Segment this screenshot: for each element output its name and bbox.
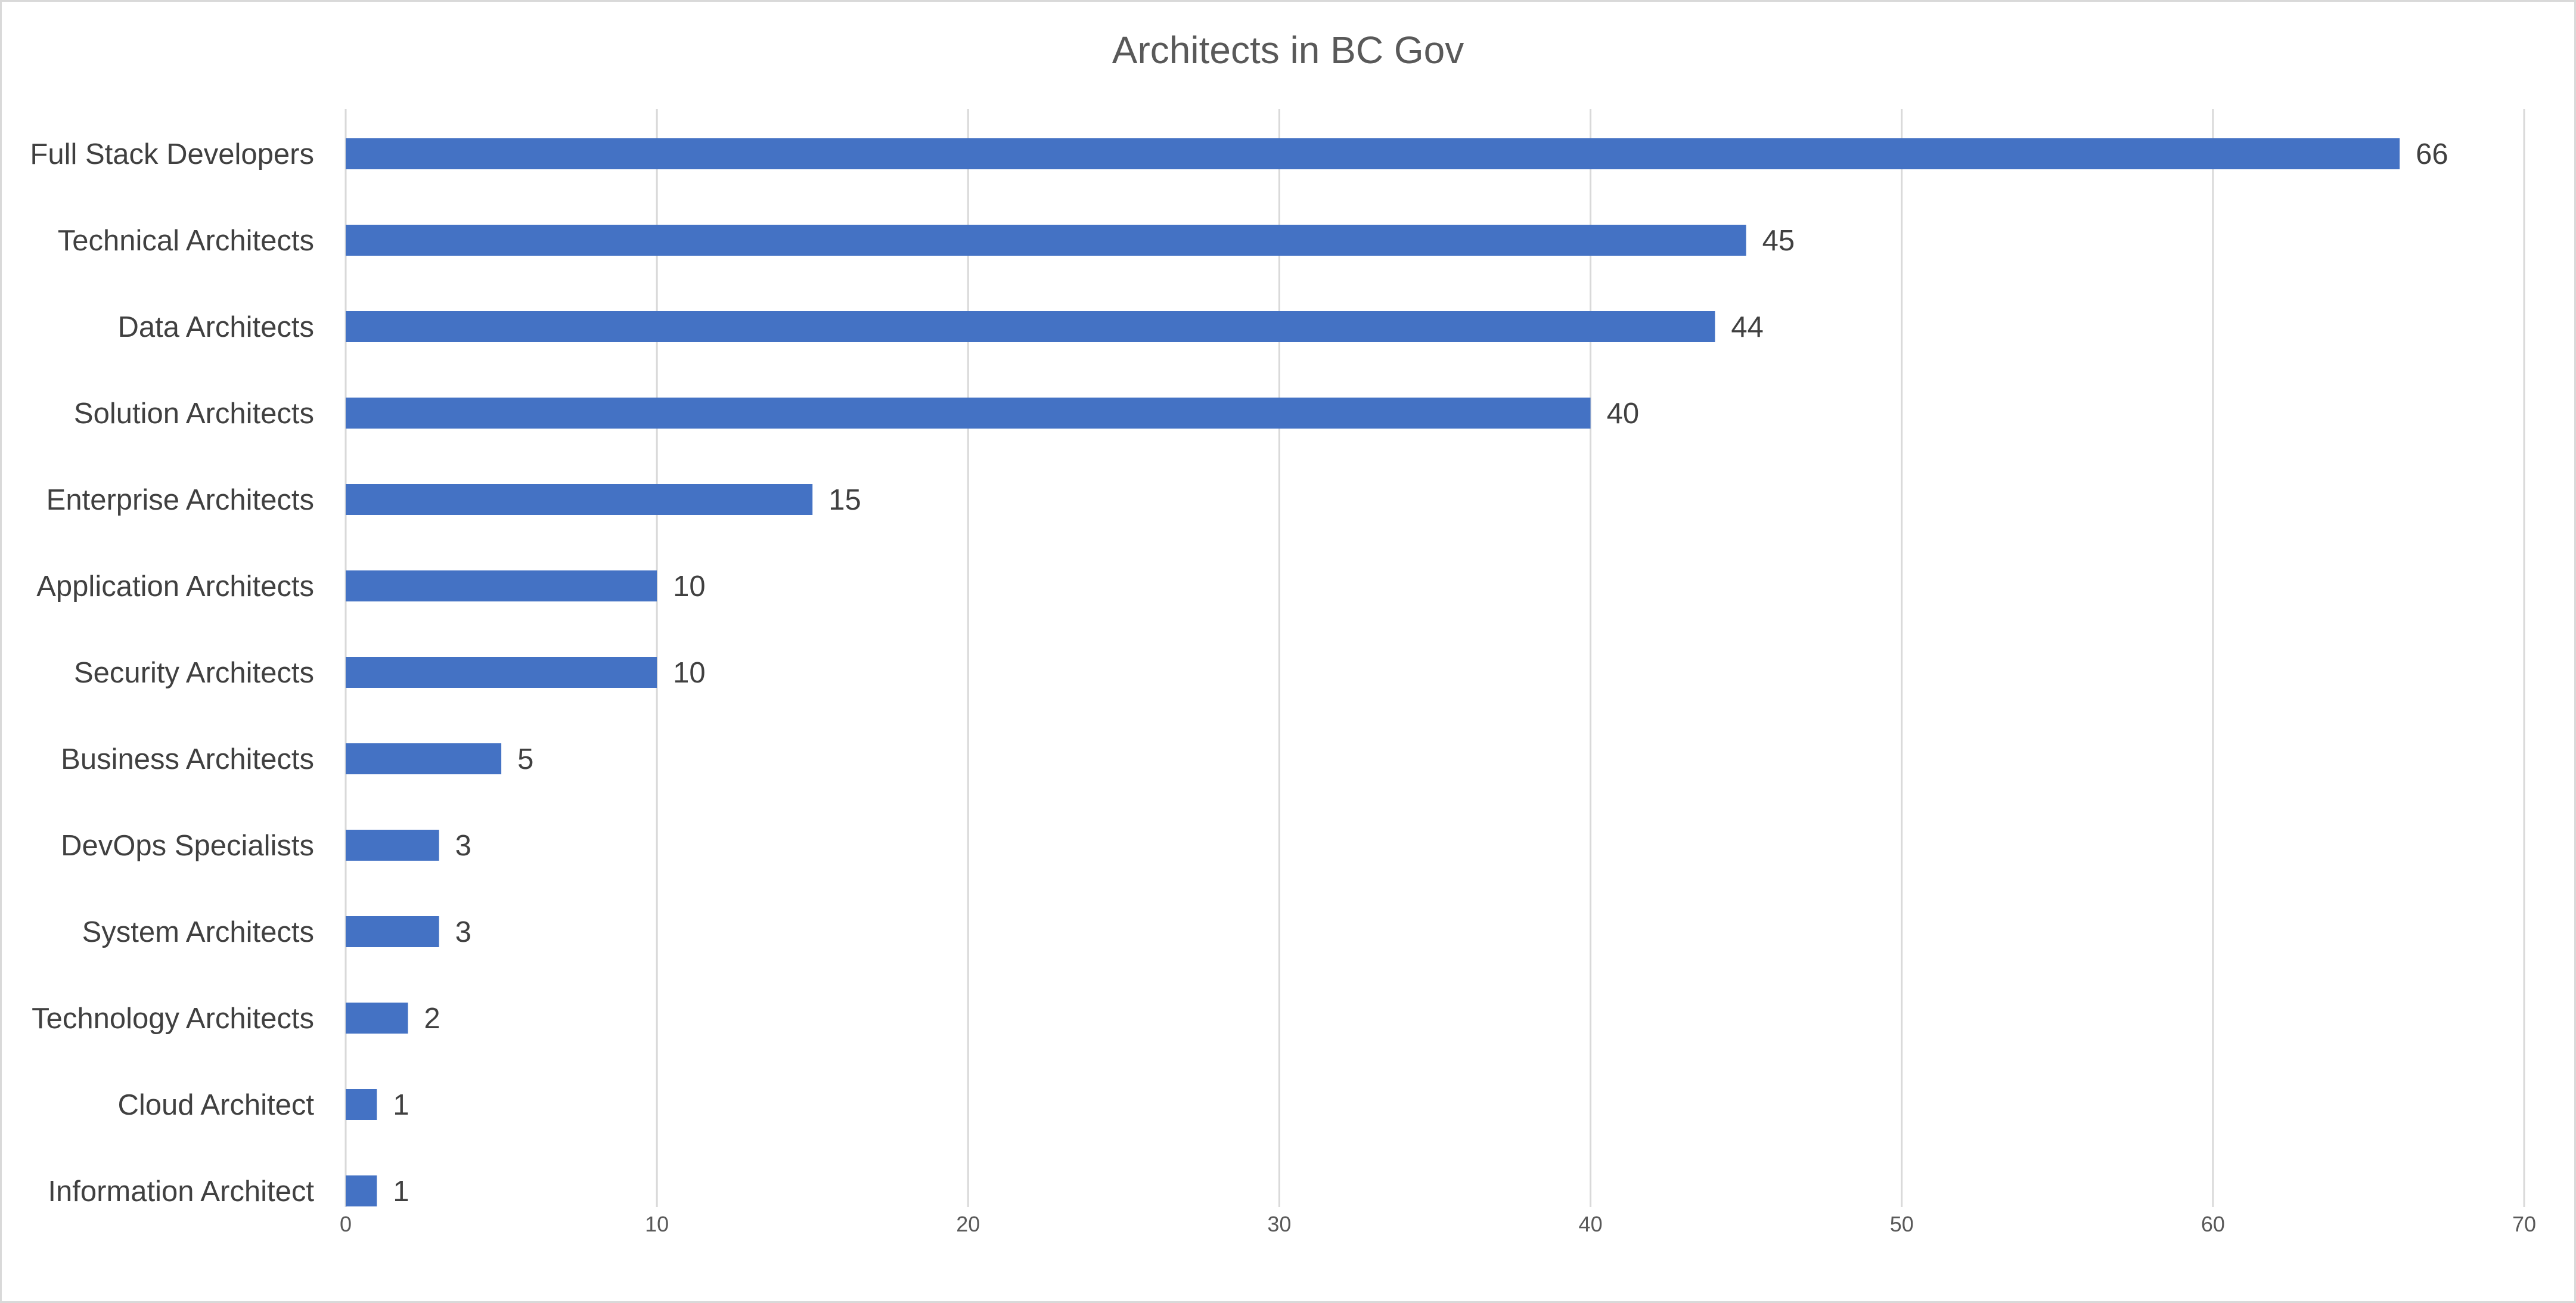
category-label: Security Architects: [74, 657, 314, 689]
category-label: Solution Architects: [74, 398, 314, 430]
bar: [346, 1003, 408, 1034]
data-label: 15: [828, 484, 861, 516]
data-label: 45: [1762, 225, 1795, 257]
x-tick-label: 40: [1579, 1212, 1603, 1236]
data-label: 66: [2416, 138, 2448, 170]
category-label: Application Architects: [36, 570, 314, 603]
bar: [346, 830, 439, 861]
category-label: System Architects: [82, 916, 314, 948]
bar: [346, 484, 813, 515]
category-label: Cloud Architect: [117, 1089, 314, 1121]
chart-title: Architects in BC Gov: [1112, 29, 1464, 72]
bar: [346, 916, 439, 947]
x-tick-label: 30: [1267, 1212, 1291, 1236]
data-label: 10: [673, 570, 706, 603]
bar: [346, 311, 1715, 342]
data-label: 1: [393, 1089, 409, 1121]
category-label: DevOps Specialists: [61, 830, 314, 862]
x-tick-label: 50: [1890, 1212, 1914, 1236]
data-labels: 66 45 44 40 15 10 10 5 3 3 2 1 1: [393, 138, 2448, 1208]
category-label: Full Stack Developers: [30, 138, 314, 170]
category-label: Information Architect: [48, 1175, 314, 1208]
category-label: Enterprise Architects: [46, 484, 314, 516]
data-label: 3: [455, 830, 471, 862]
data-label: 10: [673, 657, 706, 689]
data-label: 2: [424, 1003, 440, 1035]
bar: [346, 743, 502, 774]
data-label: 3: [455, 916, 471, 948]
data-label: 40: [1607, 398, 1640, 430]
x-tick-label: 0: [340, 1212, 352, 1236]
bar: [346, 398, 1591, 429]
bar: [346, 138, 2400, 169]
x-tick-label: 70: [2512, 1212, 2536, 1236]
bar: [346, 1089, 377, 1120]
x-tick-label: 60: [2201, 1212, 2225, 1236]
data-label: 1: [393, 1175, 409, 1208]
data-label: 44: [1731, 311, 1764, 343]
bar: [346, 657, 657, 688]
category-labels: Full Stack Developers Technical Architect…: [30, 138, 314, 1208]
category-label: Data Architects: [117, 311, 314, 343]
x-tick-label: 20: [956, 1212, 980, 1236]
bar: [346, 1175, 377, 1206]
x-tick-label: 10: [645, 1212, 669, 1236]
bar: [346, 570, 657, 601]
bar: [346, 225, 1746, 256]
category-label: Technology Architects: [32, 1003, 314, 1035]
x-axis-ticks: 0 10 20 30 40 50 60 70: [340, 1212, 2536, 1236]
bars: [346, 138, 2400, 1206]
category-label: Technical Architects: [58, 225, 314, 257]
category-label: Business Architects: [61, 743, 314, 775]
data-label: 5: [517, 743, 533, 775]
